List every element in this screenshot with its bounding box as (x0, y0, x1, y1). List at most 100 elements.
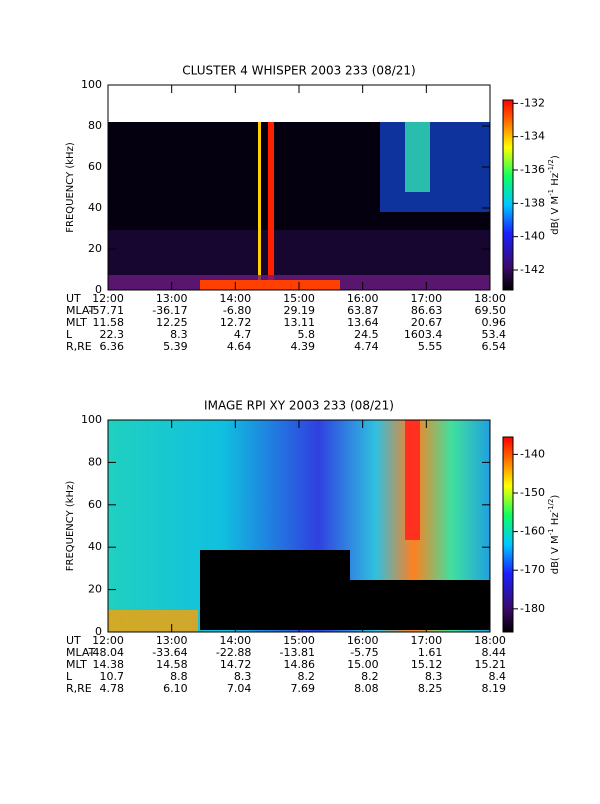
ephemeris-value: 5.39 (163, 340, 188, 353)
colorbar-tick-label: -140 (520, 230, 545, 243)
x-tick-label: 17:00 (410, 634, 442, 647)
ephemeris-value: 8.4 (489, 670, 507, 683)
colorbar-tick-label: -136 (520, 163, 545, 176)
chart-title: CLUSTER 4 WHISPER 2003 233 (08/21) (182, 64, 415, 78)
colorbar-label-part: dB( V M (550, 535, 561, 574)
ephemeris-value: 4.39 (291, 340, 316, 353)
x-tick-label: 13:00 (156, 292, 188, 305)
ephemeris-value: -57.71 (89, 304, 124, 317)
y-tick-label: 40 (88, 201, 102, 214)
colorbar-label-part: Hz (550, 173, 561, 189)
colorbar-frame (502, 436, 514, 633)
colorbar-label-part: ) (550, 495, 561, 499)
colorbar-tick-label: -150 (520, 486, 545, 499)
ephemeris-value: 14.86 (284, 658, 316, 671)
ephemeris-value: 15.12 (411, 658, 443, 671)
ephemeris-value: 6.10 (163, 682, 188, 695)
ephemeris-value: 86.63 (411, 304, 443, 317)
ephemeris-value: 8.3 (425, 670, 443, 683)
ephemeris-value: 13.11 (284, 316, 316, 329)
colorbar-label: dB( V M-1 Hz-1/2) (547, 495, 561, 575)
ephemeris-value: 63.87 (347, 304, 379, 317)
ephemeris-value: 8.3 (234, 670, 252, 683)
colorbar-frame (502, 99, 514, 291)
ephemeris-value: 15.21 (475, 658, 507, 671)
spectrogram-image (108, 122, 490, 632)
ephemeris-row-label: UT (66, 292, 81, 305)
ephemeris-value: 4.7 (234, 328, 252, 341)
ephemeris-value: 8.2 (298, 670, 316, 683)
ephemeris-value: 6.54 (482, 340, 507, 353)
ephemeris-value: -33.64 (152, 646, 187, 659)
ephemeris-value: 4.74 (354, 340, 379, 353)
ephemeris-value: 14.72 (220, 658, 252, 671)
colorbar-tick-label: -138 (520, 196, 545, 209)
ephemeris-value: 7.04 (227, 682, 252, 695)
y-tick-label: 20 (88, 242, 102, 255)
y-tick-label: 60 (88, 160, 102, 173)
x-tick-label: 17:00 (410, 292, 442, 305)
x-tick-label: 18:00 (474, 292, 506, 305)
ephemeris-value: -13.81 (280, 646, 315, 659)
x-tick-label: 16:00 (347, 634, 379, 647)
ephemeris-row-label: MLAT (66, 646, 96, 659)
x-tick-label: 15:00 (283, 292, 315, 305)
ephemeris-value: 8.44 (482, 646, 507, 659)
ephemeris-value: 1603.4 (404, 328, 443, 341)
ephemeris-row-label: L (66, 328, 73, 341)
y-tick-label: 60 (88, 498, 102, 511)
y-tick-label: 0 (95, 283, 102, 296)
ephemeris-value: 8.19 (482, 682, 507, 695)
colorbar-label-part: ) (550, 155, 561, 159)
y-tick-label: 80 (88, 119, 102, 132)
ephemeris-value: 13.64 (347, 316, 379, 329)
colorbar-tick-label: -132 (520, 96, 545, 109)
ephemeris-value: 14.38 (93, 658, 125, 671)
ephemeris-value: 15.00 (347, 658, 379, 671)
ephemeris-value: 20.67 (411, 316, 443, 329)
colorbar (503, 437, 513, 632)
x-tick-label: 14:00 (219, 634, 251, 647)
ephemeris-value: 10.7 (100, 670, 125, 683)
colorbar-label-part: -1/2 (547, 499, 555, 513)
x-tick-label: 14:00 (219, 292, 251, 305)
chart-title: IMAGE RPI XY 2003 233 (08/21) (204, 399, 394, 413)
ephemeris-value: 8.3 (170, 328, 188, 341)
colorbar-label-part: -1 (547, 528, 555, 535)
ephemeris-row-label: MLAT (66, 304, 96, 317)
ephemeris-value: 5.55 (418, 340, 443, 353)
ephemeris-value: 8.8 (170, 670, 188, 683)
ephemeris-value: 12.72 (220, 316, 252, 329)
colorbar-tick-label: -170 (520, 563, 545, 576)
ephemeris-value: 22.3 (100, 328, 125, 341)
ephemeris-value: -48.04 (89, 646, 124, 659)
ephemeris-value: 6.36 (100, 340, 125, 353)
colorbar-label-part: Hz (550, 512, 561, 528)
ephemeris-value: 53.4 (482, 328, 507, 341)
x-tick-label: 12:00 (92, 634, 124, 647)
y-tick-label: 80 (88, 455, 102, 468)
colorbar-tick-label: -142 (520, 263, 545, 276)
ephemeris-value: 4.64 (227, 340, 252, 353)
colorbar-label: dB( V M-1 Hz-1/2) (547, 155, 561, 235)
colorbar-label-part: -1 (547, 189, 555, 196)
y-tick-label: 40 (88, 540, 102, 553)
x-tick-label: 12:00 (92, 292, 124, 305)
ephemeris-value: 8.25 (418, 682, 443, 695)
ephemeris-value: -22.88 (216, 646, 251, 659)
x-tick-label: 18:00 (474, 634, 506, 647)
colorbar-tick-label: -140 (520, 447, 545, 460)
ephemeris-value: -36.17 (152, 304, 187, 317)
colorbar-label-part: -1/2 (547, 159, 555, 173)
ephemeris-row-label: R,RE (66, 682, 92, 695)
ephemeris-value: 11.58 (93, 316, 125, 329)
y-tick-label: 100 (81, 413, 102, 426)
ephemeris-value: 7.69 (291, 682, 316, 695)
ephemeris-value: -6.80 (223, 304, 251, 317)
ephemeris-row-label: R,RE (66, 340, 92, 353)
ephemeris-value: 24.5 (354, 328, 379, 341)
ephemeris-value: 0.96 (482, 316, 507, 329)
ephemeris-value: 69.50 (475, 304, 507, 317)
y-axis-label: FREQUENCY (kHz) (65, 142, 76, 233)
